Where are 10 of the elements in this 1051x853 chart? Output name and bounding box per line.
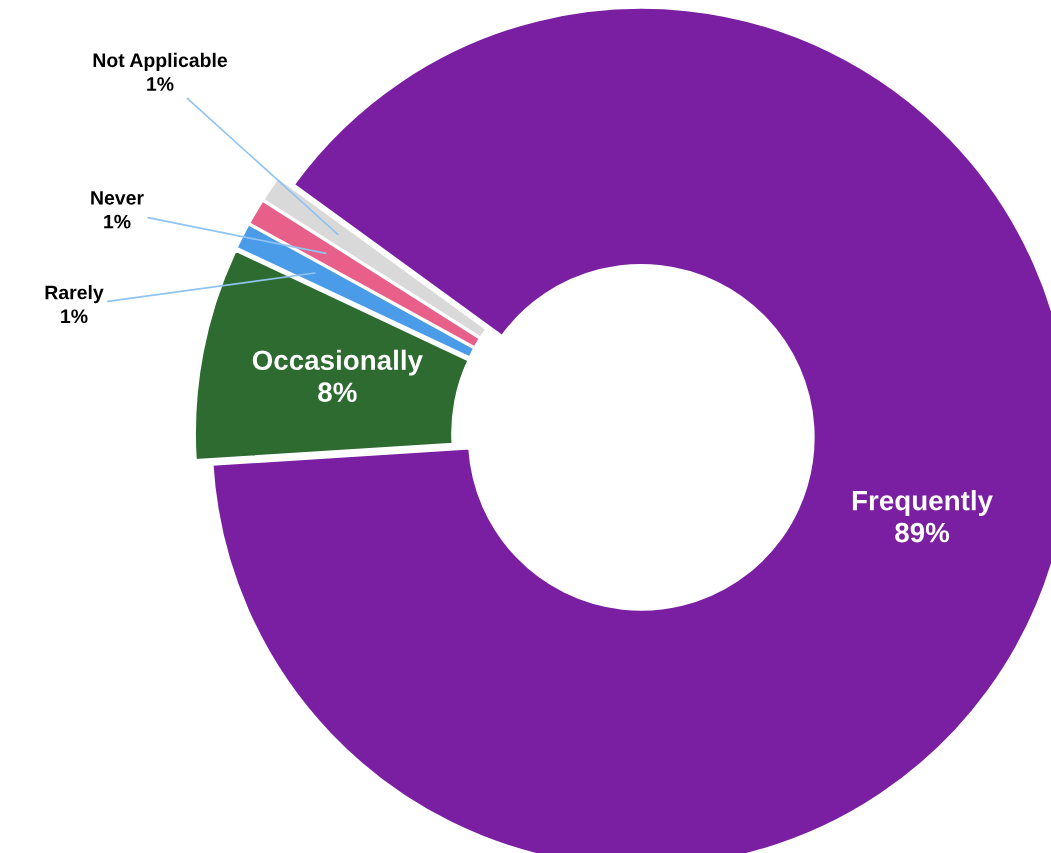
slice-label: Not Applicable bbox=[93, 52, 228, 71]
slice-label: Never bbox=[91, 191, 144, 205]
data-label: 1% bbox=[147, 77, 174, 91]
data-label: 1% bbox=[61, 309, 88, 324]
slice-label: Frequently bbox=[852, 490, 993, 516]
data-label: 8% bbox=[318, 382, 357, 403]
slice-label: Occasionally bbox=[252, 349, 423, 376]
data-label: 89% bbox=[895, 522, 950, 543]
data-label: 1% bbox=[104, 214, 131, 229]
slice-label: Rarely bbox=[45, 285, 104, 304]
